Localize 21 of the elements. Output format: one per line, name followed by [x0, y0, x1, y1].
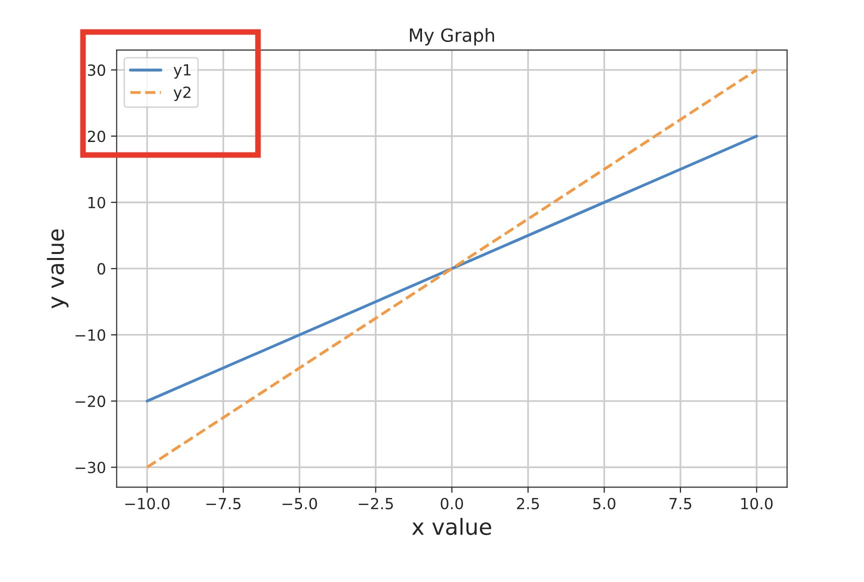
x-tick-label: 10.0: [741, 498, 773, 510]
x-tick-label: −10.0: [125, 498, 170, 510]
x-axis-title: x value: [412, 518, 492, 536]
y-tick-label: −20: [76, 396, 106, 408]
y-tick-label: 20: [88, 130, 106, 142]
y-tick-label: 10: [88, 196, 106, 208]
x-tick-label: −5.0: [282, 498, 318, 510]
x-tick-label: 7.5: [670, 498, 692, 510]
x-tick-label: −2.5: [358, 498, 393, 510]
x-tick-label: −7.5: [206, 498, 241, 510]
y-tick-label: −30: [76, 462, 106, 474]
legend-label: y1: [174, 64, 191, 79]
x-tick-label: 0.0: [440, 498, 464, 510]
y-tick-label: 0: [98, 263, 106, 275]
y-tick-label: 30: [88, 64, 106, 76]
x-tick-label: 5.0: [593, 498, 616, 510]
chart-title: My Graph: [410, 28, 494, 46]
legend-label: y2: [174, 86, 190, 102]
x-tick-label: 2.5: [517, 498, 539, 510]
y-tick-label: −10: [76, 329, 106, 341]
y-axis-title: y value: [46, 229, 68, 308]
